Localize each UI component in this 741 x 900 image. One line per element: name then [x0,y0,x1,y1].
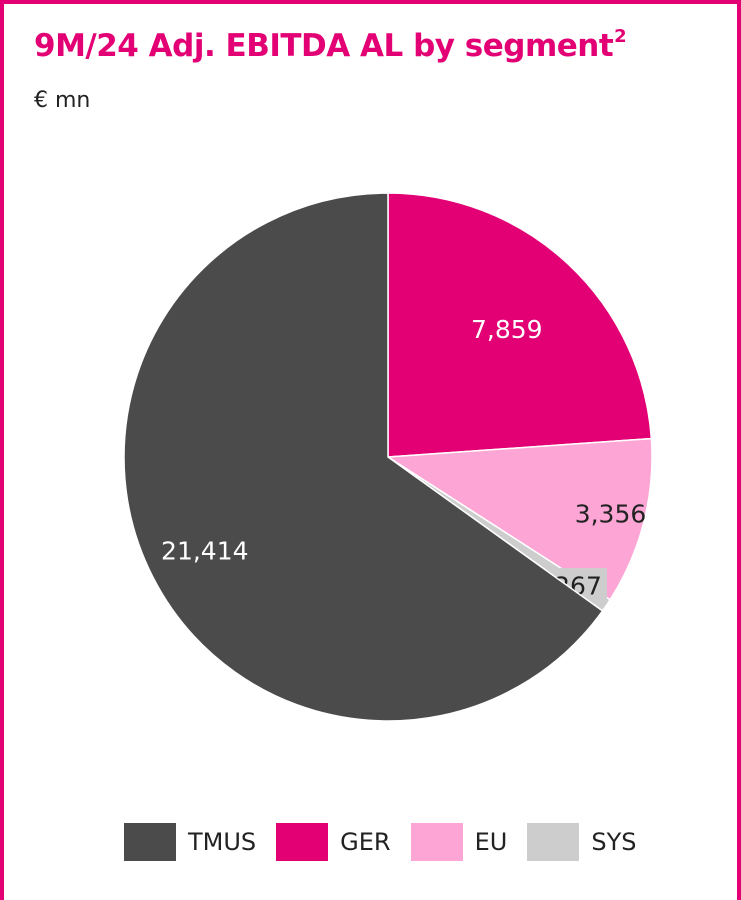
data-label-tmus: 21,414 [161,537,248,566]
pie-slice-eu [385,437,653,601]
legend-label-sys: SYS [591,828,637,856]
pie-slice-ger [387,192,653,458]
legend-swatch-tmus [124,823,176,861]
legend-swatch-sys [527,823,580,861]
legend-item-ger: GER [276,823,391,861]
chart-subtitle: € mn [34,88,91,113]
legend-swatch-ger [276,823,329,861]
legend-label-eu: EU [474,828,508,856]
pie-slice-tmus [123,192,604,722]
chart-title: 9M/24 Adj. EBITDA AL by segment2 [34,26,627,64]
data-label-ger: 7,859 [471,315,543,344]
legend-label-ger: GER [340,828,391,856]
chart-legend: TMUS GER EU SYS [124,822,656,862]
legend-swatch-eu [410,823,463,861]
legend-item-tmus: TMUS [124,823,256,861]
legend-item-sys: SYS [527,823,636,861]
title-footnote: 2 [614,26,627,47]
chart-title-text: 9M/24 Adj. EBITDA AL by segment [34,28,614,64]
legend-item-eu: EU [410,823,508,861]
data-label-eu: 3,356 [575,500,647,529]
legend-label-tmus: TMUS [188,828,257,856]
